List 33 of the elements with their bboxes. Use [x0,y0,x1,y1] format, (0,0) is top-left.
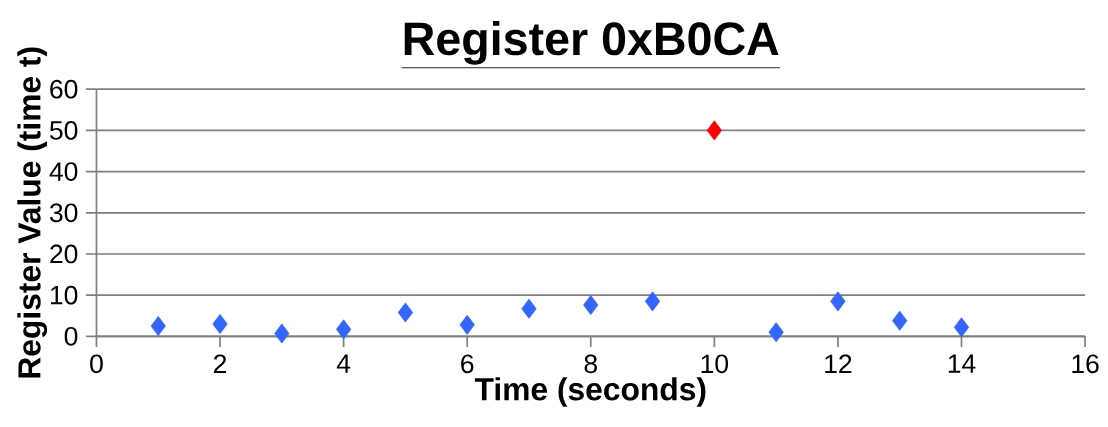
y-tick-label: 40 [49,162,78,182]
y-tick-label: 0 [64,327,78,346]
x-tick-label: 16 [1072,354,1099,374]
point [212,314,228,335]
y-tick-label: 10 [50,285,78,305]
x-tick-label: 6 [461,354,474,374]
point [459,314,475,335]
point [953,317,970,338]
point [830,291,846,312]
x-tick-label: 12 [825,354,852,374]
x-tick-label: 0 [90,354,103,374]
point [892,310,908,331]
y-axis-title: Register Value (time t) [17,47,48,378]
x-tick-label: 2 [214,354,227,374]
point [644,291,661,312]
x-tick-label: 10 [701,354,729,374]
point [336,319,352,340]
point [706,120,722,141]
point [521,298,537,319]
point [397,302,413,323]
y-tick-label: 60 [50,79,78,99]
x-axis-title: Time (seconds) [474,377,706,407]
point [150,316,166,337]
y-tick-label: 30 [49,203,78,223]
point [583,295,599,316]
x-tick-label: 4 [336,354,351,373]
x-tick-label: 8 [584,354,597,374]
y-tick-label: 20 [50,244,78,264]
point [274,323,290,344]
point [768,322,784,343]
chart-title: Register 0xB0CA [404,21,779,65]
x-tick-label: 14 [948,354,976,373]
y-tick-label: 50 [49,121,78,140]
